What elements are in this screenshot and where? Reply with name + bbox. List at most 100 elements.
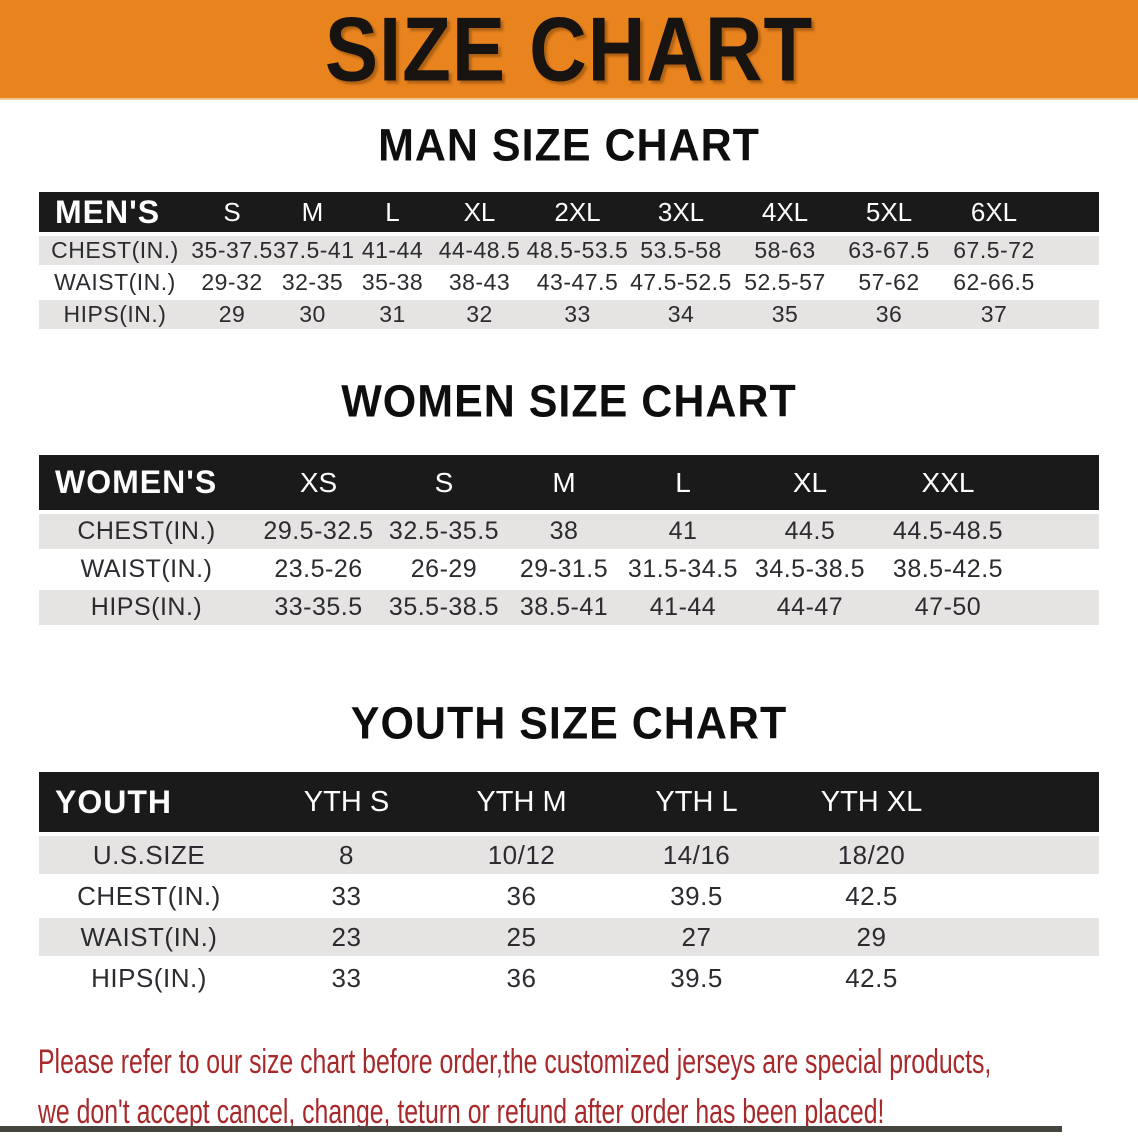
women-cell-2-0: 33-35.5 [254,590,383,628]
youth-table-header-label: YOUTH [39,772,259,836]
men-table-header-label: MEN'S [39,192,191,236]
men-cell-0-8: 67.5-72 [941,236,1047,268]
men-cell-0-0: 35-37.5 [191,236,273,268]
men-cell-0-4: 48.5-53.5 [526,236,629,268]
women-column-header-3: L [623,455,743,514]
bottom-edge-strip [0,1126,1062,1132]
women-cell-2-4: 44-47 [743,590,877,628]
men-cell-0-3: 44-48.5 [433,236,526,268]
women-column-header-1: S [383,455,505,514]
spacer-cell [959,772,1099,836]
women-row-label-0: CHEST(IN.) [39,514,254,552]
men-column-header-2: L [352,192,433,236]
youth-cell-3-3: 42.5 [784,959,959,1000]
youth-cell-3-2: 39.5 [609,959,784,1000]
men-section-title: MAN SIZE CHART [378,120,760,172]
youth-row-label-1: CHEST(IN.) [39,877,259,918]
women-column-header-2: M [505,455,623,514]
men-table-row-1: WAIST(IN.) 29-32 32-35 35-38 38-43 43-47.5 47.… [39,268,1099,300]
women-row-label-1: WAIST(IN.) [39,552,254,590]
men-cell-1-7: 57-62 [837,268,941,300]
women-cell-0-0: 29.5-32.5 [254,514,383,552]
spacer-cell [1019,514,1099,552]
women-cell-1-0: 23.5-26 [254,552,383,590]
women-section-title: WOMEN SIZE CHART [341,376,797,428]
women-table-row-1: WAIST(IN.) 23.5-26 26-29 29-31.5 31.5-34.5 34… [39,552,1099,590]
men-cell-2-4: 33 [526,300,629,332]
men-row-label-0: CHEST(IN.) [39,236,191,268]
men-cell-0-6: 58-63 [733,236,837,268]
women-table-row-0: CHEST(IN.) 29.5-32.5 32.5-35.5 38 41 44.5 44.5… [39,514,1099,552]
women-column-header-0: XS [254,455,383,514]
youth-cell-0-2: 14/16 [609,836,784,877]
banner-title: SIZE CHART [324,0,814,100]
youth-row-label-3: HIPS(IN.) [39,959,259,1000]
women-cell-0-1: 32.5-35.5 [383,514,505,552]
spacer-cell [959,918,1099,959]
spacer-cell [959,959,1099,1000]
women-cell-2-5: 47-50 [877,590,1019,628]
men-column-header-5: 3XL [629,192,733,236]
youth-row-label-2: WAIST(IN.) [39,918,259,959]
spacer-cell [1047,192,1099,236]
men-cell-2-0: 29 [191,300,273,332]
women-cell-0-5: 44.5-48.5 [877,514,1019,552]
men-column-header-6: 4XL [733,192,837,236]
youth-column-header-3: YTH XL [784,772,959,836]
women-column-header-4: XL [743,455,877,514]
women-cell-2-2: 38.5-41 [505,590,623,628]
men-cell-2-1: 30 [273,300,352,332]
youth-cell-3-0: 33 [259,959,434,1000]
youth-cell-0-3: 18/20 [784,836,959,877]
men-cell-1-1: 32-35 [273,268,352,300]
women-size-table: WOMEN'S XS S M L XL XXL CHEST(IN.) 29.5-32.5 32.5… [39,455,1099,628]
men-cell-2-6: 35 [733,300,837,332]
women-column-header-5: XXL [877,455,1019,514]
youth-section-title: YOUTH SIZE CHART [350,698,788,750]
women-cell-1-3: 31.5-34.5 [623,552,743,590]
youth-table-header-row: YOUTH YTH S YTH M YTH L YTH XL [39,772,1099,836]
youth-table-row-2: WAIST(IN.) 23 25 27 29 [39,918,1099,959]
youth-column-header-2: YTH L [609,772,784,836]
youth-size-table: YOUTH YTH S YTH M YTH L YTH XL U.S.SIZE 8 10/12… [39,772,1099,1000]
youth-cell-1-1: 36 [434,877,609,918]
men-cell-0-1: 37.5-41 [273,236,354,268]
men-cell-1-0: 29-32 [191,268,273,300]
youth-cell-2-3: 29 [784,918,959,959]
spacer-cell [1047,300,1099,332]
disclaimer: Please refer to our size chart before or… [38,1037,1138,1137]
men-cell-1-3: 38-43 [433,268,526,300]
men-column-header-8: 6XL [941,192,1047,236]
youth-row-label-0: U.S.SIZE [39,836,259,877]
youth-cell-0-1: 10/12 [434,836,609,877]
youth-table-row-0: U.S.SIZE 8 10/12 14/16 18/20 [39,836,1099,877]
youth-cell-1-2: 39.5 [609,877,784,918]
men-table-row-2: HIPS(IN.) 29 30 31 32 33 34 35 36 37 [39,300,1099,332]
men-cell-1-5: 47.5-52.5 [629,268,733,300]
men-cell-0-2: 41-44 [352,236,433,268]
men-cell-0-7: 63-67.5 [837,236,941,268]
disclaimer-line-2: we don't accept cancel, change, teturn o… [38,1093,885,1131]
men-cell-0-5: 53.5-58 [629,236,733,268]
spacer-cell [959,836,1099,877]
women-cell-2-3: 41-44 [623,590,743,628]
men-size-table: MEN'S S M L XL 2XL 3XL 4XL 5XL 6XL CHEST(IN.) 35-37… [39,192,1099,332]
men-row-label-2: HIPS(IN.) [39,300,191,332]
youth-table-row-3: HIPS(IN.) 33 36 39.5 42.5 [39,959,1099,1000]
men-column-header-0: S [191,192,273,236]
youth-cell-1-3: 42.5 [784,877,959,918]
men-column-header-7: 5XL [837,192,941,236]
men-cell-2-8: 37 [941,300,1047,332]
women-cell-1-2: 29-31.5 [505,552,623,590]
men-cell-1-2: 35-38 [352,268,433,300]
youth-table-row-1: CHEST(IN.) 33 36 39.5 42.5 [39,877,1099,918]
men-column-header-1: M [273,192,352,236]
women-table-row-2: HIPS(IN.) 33-35.5 35.5-38.5 38.5-41 41-44 44-… [39,590,1099,628]
women-cell-0-4: 44.5 [743,514,877,552]
men-cell-2-7: 36 [837,300,941,332]
spacer-cell [1019,552,1099,590]
youth-cell-0-0: 8 [259,836,434,877]
spacer-cell [1019,455,1099,514]
men-column-header-4: 2XL [526,192,629,236]
